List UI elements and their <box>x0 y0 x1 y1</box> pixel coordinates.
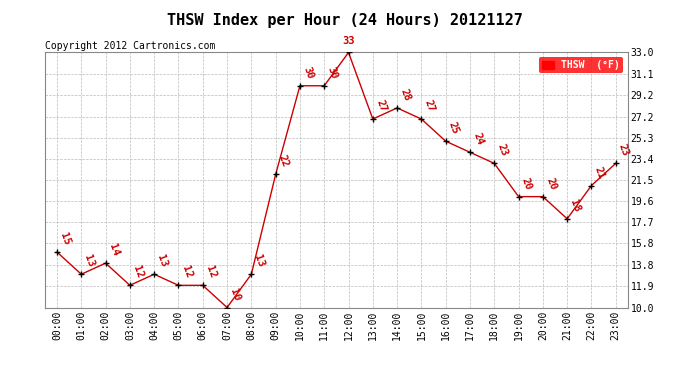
Text: 21: 21 <box>593 165 607 180</box>
Text: 12: 12 <box>204 265 217 280</box>
Text: 12: 12 <box>179 265 193 280</box>
Text: 23: 23 <box>495 142 509 158</box>
Text: 22: 22 <box>277 154 290 169</box>
Text: 30: 30 <box>301 65 315 80</box>
Text: 33: 33 <box>342 36 355 46</box>
Text: Copyright 2012 Cartronics.com: Copyright 2012 Cartronics.com <box>45 41 215 51</box>
Text: 15: 15 <box>58 231 72 246</box>
Text: 28: 28 <box>398 87 412 102</box>
Text: 12: 12 <box>131 265 145 280</box>
Text: 27: 27 <box>374 98 388 114</box>
Text: 10: 10 <box>228 287 242 302</box>
Text: 27: 27 <box>422 98 436 114</box>
Text: 30: 30 <box>326 65 339 80</box>
Text: 14: 14 <box>107 243 121 258</box>
Text: THSW Index per Hour (24 Hours) 20121127: THSW Index per Hour (24 Hours) 20121127 <box>167 13 523 28</box>
Text: 20: 20 <box>520 176 533 191</box>
Text: 20: 20 <box>544 176 558 191</box>
Text: 23: 23 <box>617 142 631 158</box>
Text: 18: 18 <box>569 198 582 213</box>
Legend: THSW  (°F): THSW (°F) <box>539 57 623 73</box>
Text: 24: 24 <box>471 132 485 147</box>
Text: 13: 13 <box>253 254 266 269</box>
Text: 13: 13 <box>83 254 96 269</box>
Text: 25: 25 <box>447 120 461 136</box>
Text: 13: 13 <box>155 254 169 269</box>
